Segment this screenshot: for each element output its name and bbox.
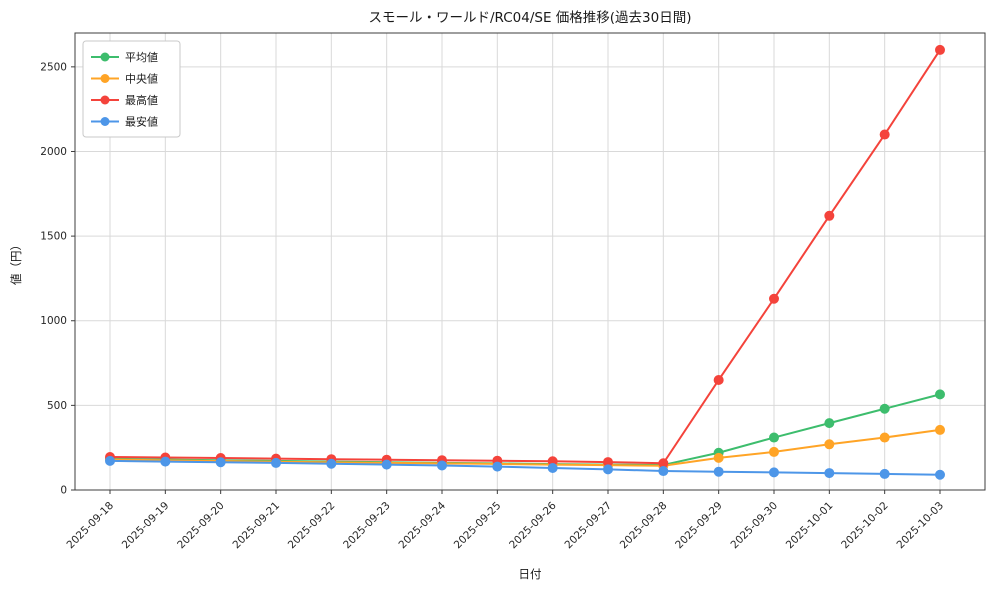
data-point bbox=[935, 424, 945, 435]
grid-layer bbox=[75, 33, 985, 491]
data-point bbox=[105, 455, 115, 466]
x-tick-label: 2025-09-26 bbox=[507, 499, 559, 551]
plot-background bbox=[75, 33, 985, 490]
x-axis-label: 日付 bbox=[519, 567, 542, 581]
y-tick-label: 1000 bbox=[40, 315, 67, 327]
data-point bbox=[769, 293, 779, 304]
data-point bbox=[160, 456, 171, 467]
legend-marker bbox=[100, 52, 110, 62]
legend-label: 最安値 bbox=[125, 115, 158, 129]
x-tick-label: 2025-09-21 bbox=[230, 500, 282, 552]
data-point bbox=[769, 446, 779, 457]
data-point bbox=[437, 460, 447, 471]
data-point bbox=[271, 457, 281, 468]
data-point bbox=[381, 459, 392, 470]
y-tick-label: 500 bbox=[47, 400, 67, 412]
x-tick-label: 2025-09-29 bbox=[673, 500, 725, 552]
x-tick-label: 2025-09-18 bbox=[64, 500, 116, 552]
x-tick-label: 2025-09-24 bbox=[396, 499, 448, 551]
data-point bbox=[713, 466, 724, 477]
x-tick-label: 2025-10-02 bbox=[839, 500, 891, 552]
data-point bbox=[935, 469, 945, 480]
x-tick-label: 2025-09-19 bbox=[120, 500, 172, 552]
data-point bbox=[824, 210, 835, 221]
x-tick-label: 2025-10-03 bbox=[894, 500, 946, 552]
y-tick-label: 1500 bbox=[40, 231, 67, 243]
data-point bbox=[492, 461, 503, 472]
x-tick-label: 2025-09-25 bbox=[452, 500, 504, 552]
data-point bbox=[879, 468, 890, 479]
data-point bbox=[713, 452, 724, 463]
data-point bbox=[547, 462, 558, 473]
x-tick-label: 2025-10-01 bbox=[784, 500, 836, 552]
data-point bbox=[769, 432, 779, 443]
series-line-2 bbox=[109, 49, 941, 465]
data-point bbox=[713, 374, 724, 385]
legend-box bbox=[82, 40, 181, 138]
data-point bbox=[326, 458, 337, 469]
legend-marker bbox=[100, 95, 110, 105]
data-point bbox=[603, 464, 613, 475]
plot-border bbox=[74, 32, 986, 491]
x-tick-label: 2025-09-22 bbox=[286, 500, 338, 552]
legend-marker bbox=[100, 74, 110, 83]
data-point bbox=[935, 389, 945, 400]
x-tick-label: 2025-09-30 bbox=[728, 500, 780, 552]
data-point bbox=[215, 457, 226, 468]
x-tick-label: 2025-09-23 bbox=[341, 500, 393, 552]
data-point bbox=[879, 403, 890, 414]
y-tick-label: 2000 bbox=[40, 146, 67, 158]
series-line-1 bbox=[109, 428, 941, 467]
data-point bbox=[879, 432, 890, 443]
data-point bbox=[769, 467, 779, 478]
legend-label: 最高値 bbox=[125, 93, 158, 107]
legend-marker bbox=[100, 117, 110, 126]
y-axis-label: 値（円） bbox=[9, 239, 23, 285]
chart-title: スモール・ワールド/RC04/SE 価格推移(過去30日間) bbox=[368, 10, 691, 26]
series-layer bbox=[105, 44, 945, 480]
series-line-3 bbox=[109, 459, 941, 476]
x-tick-label: 2025-09-28 bbox=[618, 500, 670, 552]
x-tick-label: 2025-09-20 bbox=[175, 500, 227, 552]
data-point bbox=[824, 439, 835, 450]
legend-label: 中央値 bbox=[125, 73, 158, 86]
data-point bbox=[658, 466, 669, 477]
legend-label: 平均値 bbox=[125, 51, 158, 64]
x-tick-label: 2025-09-27 bbox=[562, 500, 614, 552]
data-point bbox=[824, 468, 835, 479]
data-point bbox=[935, 44, 945, 55]
y-tick-label: 0 bbox=[60, 485, 67, 497]
y-tick-label: 2500 bbox=[40, 61, 67, 73]
data-point bbox=[879, 129, 890, 140]
data-point bbox=[824, 418, 835, 429]
